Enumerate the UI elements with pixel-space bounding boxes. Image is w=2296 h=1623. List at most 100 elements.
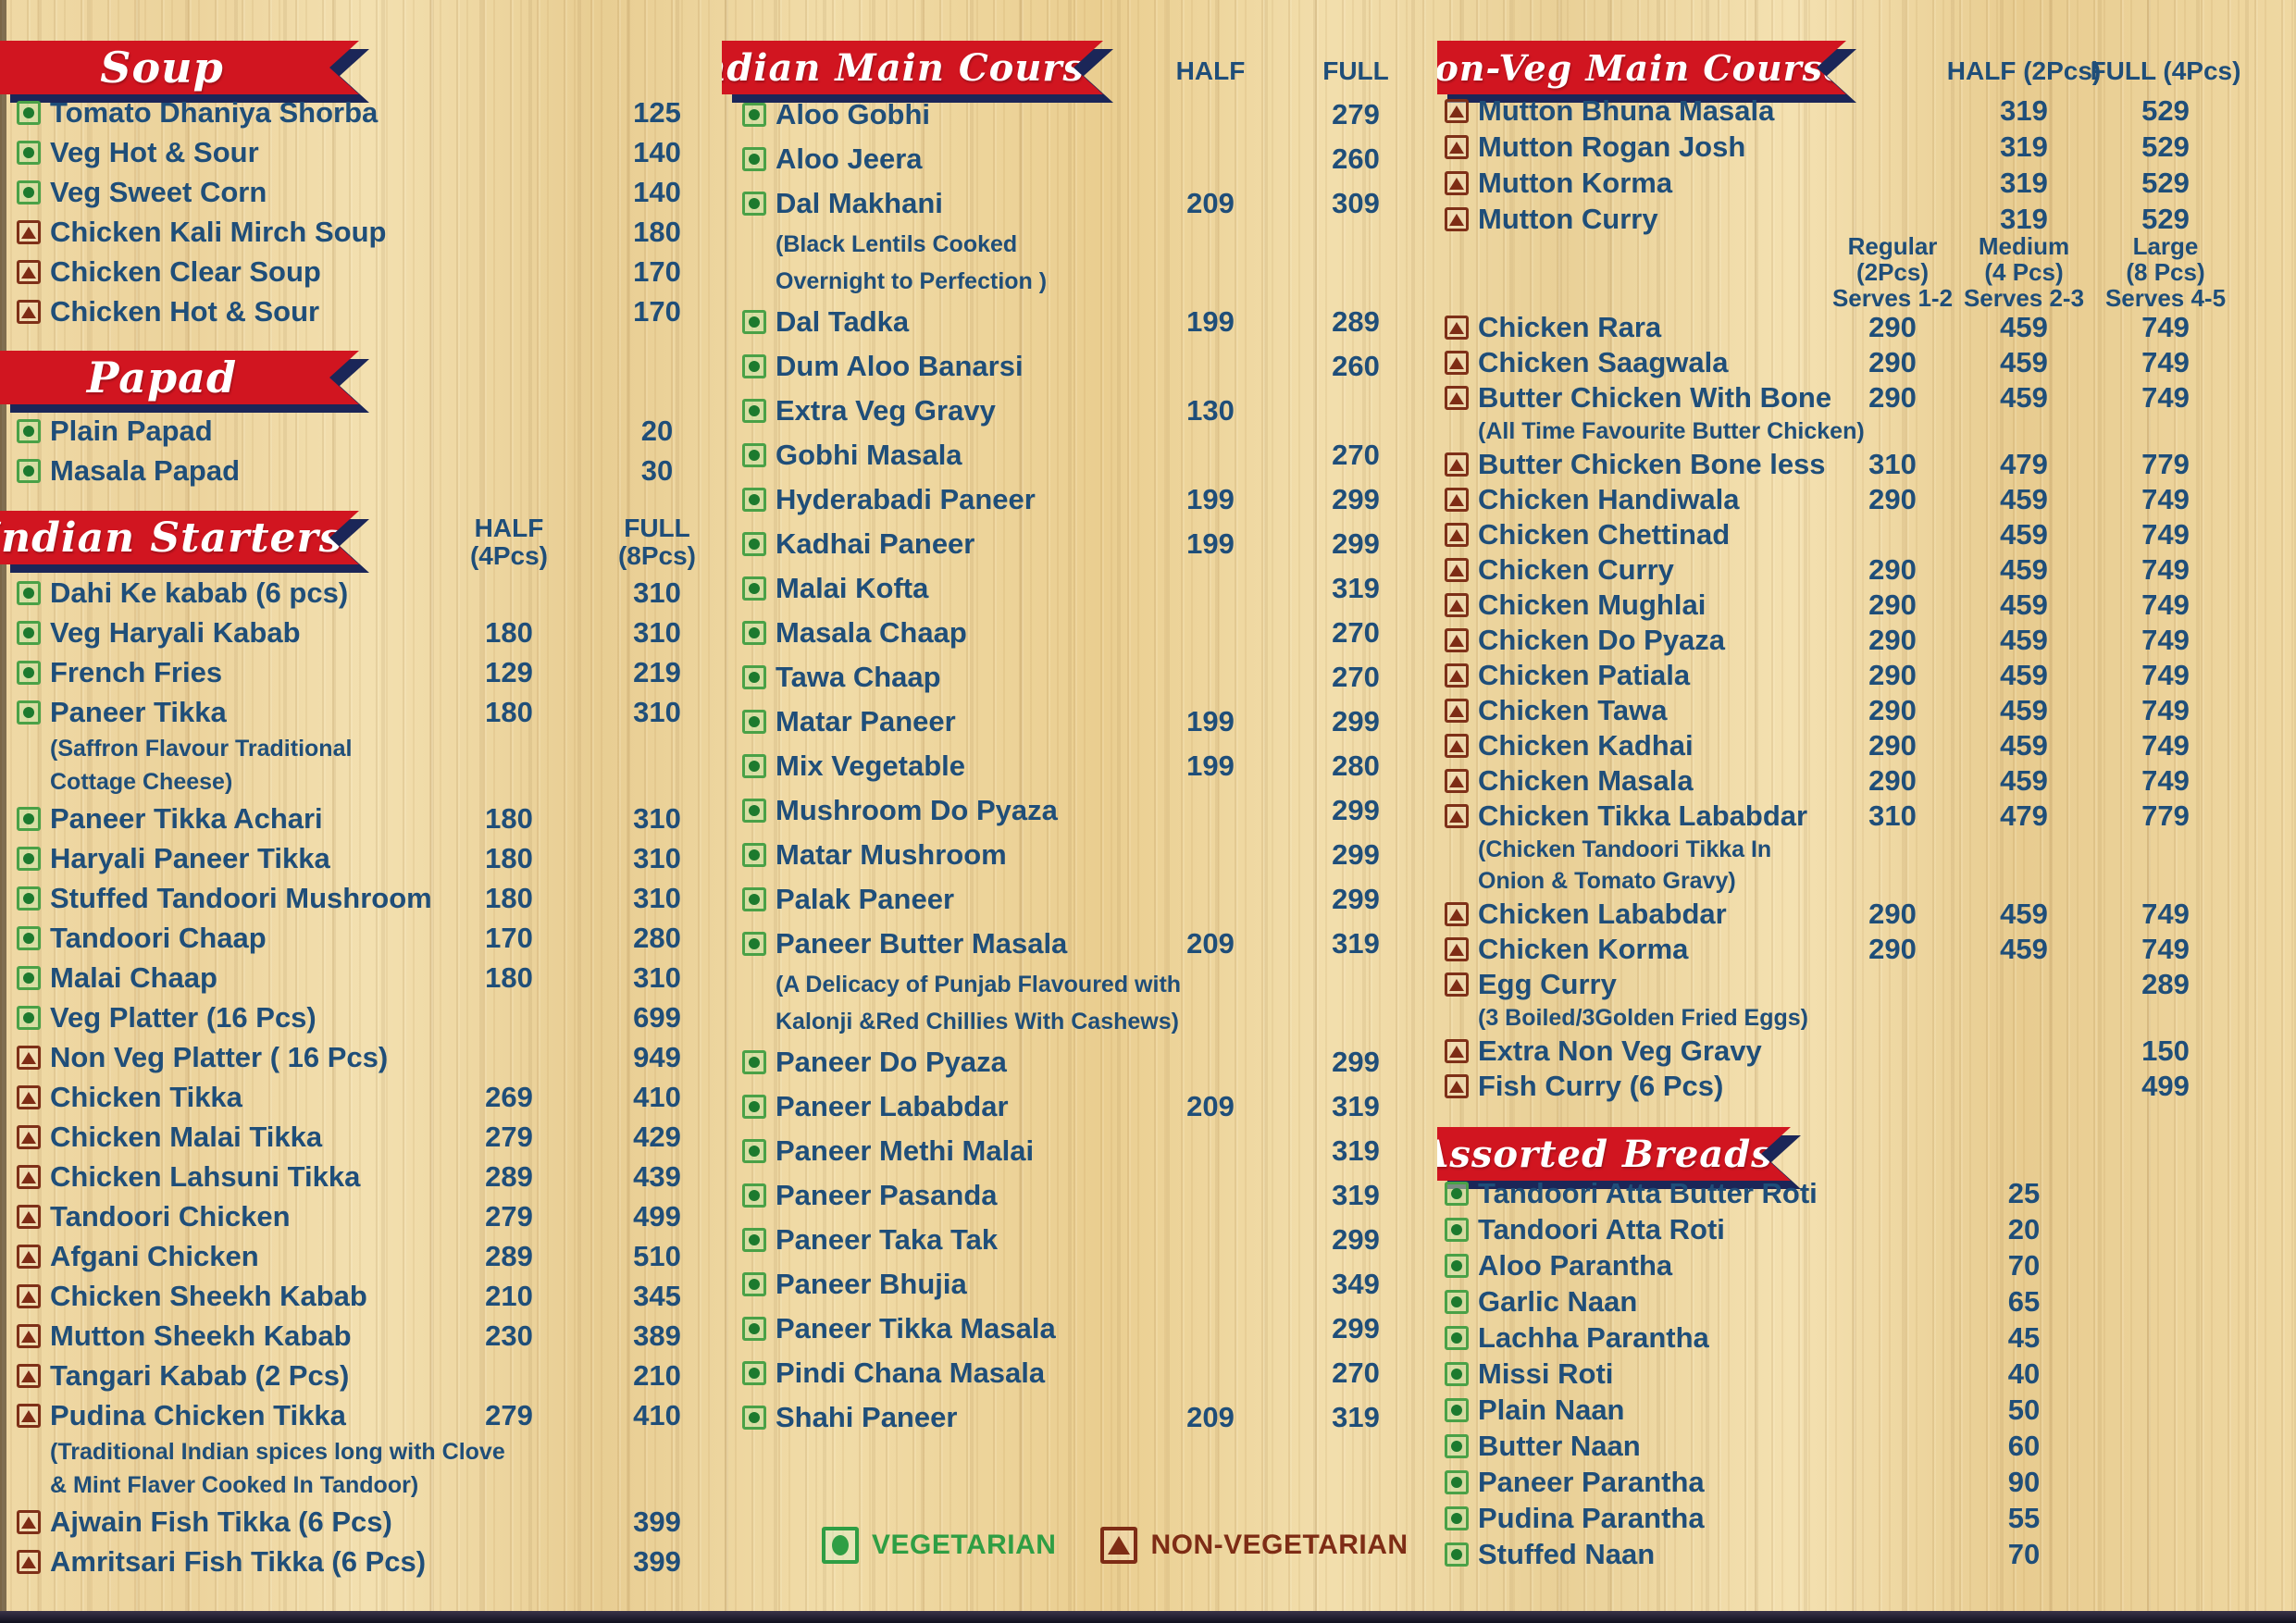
item-price: 749 [2141, 898, 2190, 930]
section-ribbon-assorted-breads: Assorted Breads [1437, 1127, 1791, 1181]
item-price: 410 [633, 1081, 681, 1113]
item-price: 349 [1332, 1268, 1380, 1300]
page-left-edge [0, 0, 6, 1623]
item-name: Veg Hot & Sour [50, 136, 259, 168]
item-name: Masala Papad [50, 454, 241, 487]
item-name: Chicken Tikka Lababdar [1478, 799, 1808, 832]
item-price: 319 [1332, 1179, 1380, 1211]
item-price: 290 [1868, 346, 1917, 378]
item-name: Chicken Saagwala [1478, 346, 1729, 378]
item-price: 299 [1332, 1046, 1380, 1078]
item-name: Chicken Patiala [1478, 659, 1691, 691]
item-name: Stuffed Tandoori Mushroom [50, 882, 432, 914]
price-column-header: HALF [1123, 57, 1298, 85]
veg-icon [1445, 1361, 1469, 1386]
page-bottom-edge [0, 1611, 2296, 1623]
item-price: 459 [2000, 483, 2048, 515]
item-price: 459 [2000, 346, 2048, 378]
item-description-text: (Traditional Indian spices long with Clo… [50, 1439, 505, 1465]
item-name: Paneer Pasanda [776, 1179, 998, 1211]
item-description-text: Cottage Cheese) [50, 769, 233, 795]
nonveg-icon [17, 299, 41, 324]
item-price: 20 [640, 415, 674, 447]
item-price: 279 [485, 1200, 533, 1233]
item-price: 389 [633, 1319, 681, 1352]
item-name: Pudina Parantha [1478, 1502, 1705, 1534]
item-description-text: (A Delicacy of Punjab Flavoured with [776, 972, 1182, 997]
veg-icon [17, 580, 41, 605]
item-price: 299 [1332, 705, 1380, 737]
item-description-text: (All Time Favourite Butter Chicken) [1478, 418, 1865, 444]
item-description-text: (Chicken Tandoori Tikka In [1478, 836, 1772, 862]
item-price: 199 [1186, 527, 1235, 560]
serving-size-header-line: (4 Pcs) [1984, 258, 2064, 286]
item-price: 130 [1186, 394, 1235, 427]
item-name: Garlic Naan [1478, 1285, 1638, 1318]
item-name: Kadhai Paneer [776, 527, 975, 560]
item-price: 289 [1332, 305, 1380, 338]
item-name: Paneer Tikka Masala [776, 1312, 1056, 1344]
item-name: Non Veg Platter ( 16 Pcs) [50, 1041, 389, 1073]
item-price: 180 [633, 216, 681, 248]
item-price: 459 [2000, 588, 2048, 621]
item-description-text: Onion & Tomato Gravy) [1478, 868, 1736, 894]
item-price: 40 [2007, 1357, 2041, 1390]
item-price: 459 [2000, 311, 2048, 343]
veg-icon [742, 799, 766, 823]
veg-icon [17, 100, 41, 125]
item-price: 949 [633, 1041, 681, 1073]
item-name: Paneer Tikka Achari [50, 802, 323, 835]
item-price: 310 [633, 961, 681, 994]
item-name: Egg Curry [1478, 968, 1617, 1000]
item-price: 290 [1868, 694, 1917, 726]
item-price: 299 [1332, 1223, 1380, 1256]
item-name: Chicken Tikka [50, 1081, 242, 1113]
item-price: 289 [485, 1240, 533, 1272]
item-price: 219 [633, 656, 681, 688]
item-price: 749 [2141, 588, 2190, 621]
item-price: 290 [1868, 624, 1917, 656]
price-column-header: HALF (4Pcs) [421, 514, 597, 570]
item-price: 210 [633, 1359, 681, 1392]
item-name: Tawa Chaap [776, 661, 941, 693]
nonveg-icon [1445, 206, 1469, 231]
nonveg-icon [1100, 1527, 1138, 1564]
nonveg-icon [1445, 98, 1469, 123]
item-name: Paneer Tikka [50, 696, 227, 728]
item-price: 529 [2141, 94, 2190, 127]
item-name: Mutton Bhuna Masala [1478, 94, 1775, 127]
item-description-text: (3 Boiled/3Golden Fried Eggs) [1478, 1005, 1808, 1031]
item-description-text: & Mint Flaver Cooked In Tandoor) [50, 1472, 419, 1498]
item-name: Matar Mushroom [776, 838, 1007, 871]
item-name: Afgani Chicken [50, 1240, 259, 1272]
item-name: Mutton Korma [1478, 167, 1673, 199]
nonveg-icon [1445, 769, 1469, 793]
veg-icon [822, 1527, 859, 1564]
item-name: Dahi Ke kabab (6 pcs) [50, 576, 349, 609]
item-price: 749 [2141, 764, 2190, 797]
item-name: Chicken Sheekh Kabab [50, 1280, 367, 1312]
item-name: Mutton Curry [1478, 203, 1658, 235]
item-price: 290 [1868, 898, 1917, 930]
item-price: 299 [1332, 1312, 1380, 1344]
item-name: Matar Paneer [776, 705, 956, 737]
item-price: 319 [2000, 203, 2048, 235]
nonveg-icon [1445, 902, 1469, 926]
item-price: 290 [1868, 381, 1917, 414]
item-price: 199 [1186, 750, 1235, 782]
item-price: 699 [633, 1001, 681, 1034]
legend-veg-label: VEGETARIAN [872, 1530, 1057, 1560]
item-name: Paneer Methi Malai [776, 1134, 1035, 1167]
item-price: 129 [485, 656, 533, 688]
item-name: Aloo Jeera [776, 142, 923, 175]
item-price: 429 [633, 1121, 681, 1153]
nonveg-icon [1445, 628, 1469, 652]
serving-size-header-line: Serves 1-2 [1831, 284, 1954, 312]
item-price: 299 [1332, 483, 1380, 515]
item-price: 299 [1332, 527, 1380, 560]
item-price: 90 [2007, 1466, 2041, 1498]
item-name: Haryali Paneer Tikka [50, 842, 330, 874]
item-price: 319 [1332, 1090, 1380, 1122]
item-name: Veg Haryali Kabab [50, 616, 301, 649]
